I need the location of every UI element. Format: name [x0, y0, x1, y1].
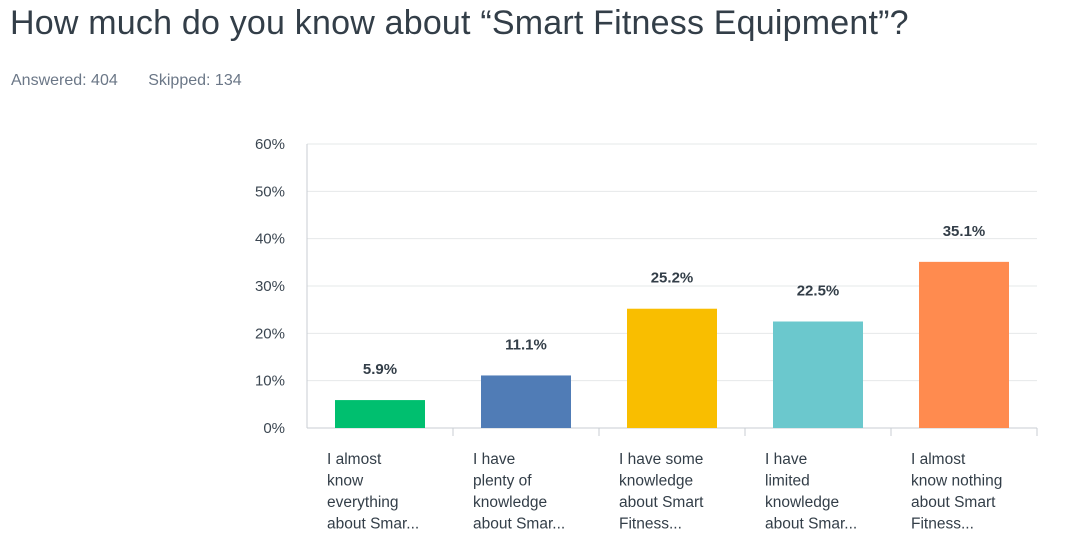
x-tick-label-line: I have some	[619, 451, 703, 468]
bar	[335, 400, 425, 428]
skipped-stat: Skipped: 134	[148, 72, 241, 89]
bar	[919, 261, 1009, 428]
x-tick-label: I have limited knowledge about Smar...	[765, 451, 857, 533]
x-tick-label-line: I almost	[911, 451, 966, 468]
x-tick-label-line: about Smart	[911, 494, 996, 511]
bar	[481, 375, 571, 428]
x-tick-label-line: I have	[473, 451, 515, 468]
x-tick-label-line: knowledge	[765, 494, 839, 511]
bar	[773, 321, 863, 428]
y-tick-label: 10%	[255, 373, 285, 390]
data-label: 5.9%	[363, 361, 397, 378]
answered-count: 404	[91, 72, 118, 89]
x-tick-label-line: everything	[327, 494, 399, 511]
x-tick-label-line: know	[327, 473, 364, 490]
x-tick-label-line: limited	[765, 473, 810, 490]
answered-stat: Answered: 404	[11, 72, 118, 89]
response-stats: Answered: 404 Skipped: 134	[11, 72, 268, 90]
data-label: 35.1%	[943, 223, 986, 240]
y-tick-label: 40%	[255, 231, 285, 248]
x-tick-label-line: I almost	[327, 451, 382, 468]
x-tick-label-line: know nothing	[911, 473, 1002, 490]
y-tick-label: 60%	[255, 136, 285, 153]
x-tick-label-line: Fitness...	[619, 516, 682, 533]
x-tick-label-line: about Smar...	[473, 516, 565, 533]
data-label: 25.2%	[651, 270, 694, 287]
data-label: 11.1%	[505, 336, 547, 353]
x-tick-label-line: I have	[765, 451, 807, 468]
x-axis-labels: I almost know everything about Smar...I hav…	[327, 451, 1002, 533]
x-tick-label: I almost know everything about Smar...	[327, 451, 419, 533]
answered-label: Answered:	[11, 72, 87, 89]
x-tick-label: I have some knowledge about Smart Fitness..…	[619, 451, 704, 533]
x-tick-label: I almost know nothing about Smart Fitness..…	[911, 451, 1002, 533]
x-tick-label-line: knowledge	[619, 473, 693, 490]
x-tick-label-line: about Smart	[619, 494, 704, 511]
x-tick-label-line: about Smar...	[327, 516, 419, 533]
x-tick-label-line: Fitness...	[911, 516, 974, 533]
y-tick-label: 0%	[263, 420, 285, 437]
x-tick-label-line: about Smar...	[765, 516, 857, 533]
y-tick-label: 20%	[255, 325, 285, 342]
x-tick-label-line: knowledge	[473, 494, 547, 511]
x-tick-label-line: plenty of	[473, 473, 532, 490]
chart-bars	[335, 261, 1009, 428]
skipped-count: 134	[214, 72, 242, 89]
y-tick-label: 30%	[255, 278, 285, 295]
skipped-label: Skipped:	[148, 72, 211, 89]
x-tick-label: I have plenty of knowledge about Smar...	[473, 451, 565, 533]
data-label: 22.5%	[797, 283, 840, 300]
y-axis-ticks: 0% 10% 20% 30% 40% 50% 60%	[255, 136, 285, 437]
question-title: How much do you know about “Smart Fitnes…	[10, 4, 909, 42]
data-labels: 5.9% 11.1% 25.2% 22.5% 35.1%	[363, 223, 985, 378]
y-tick-label: 50%	[255, 183, 285, 200]
bar	[627, 308, 717, 428]
